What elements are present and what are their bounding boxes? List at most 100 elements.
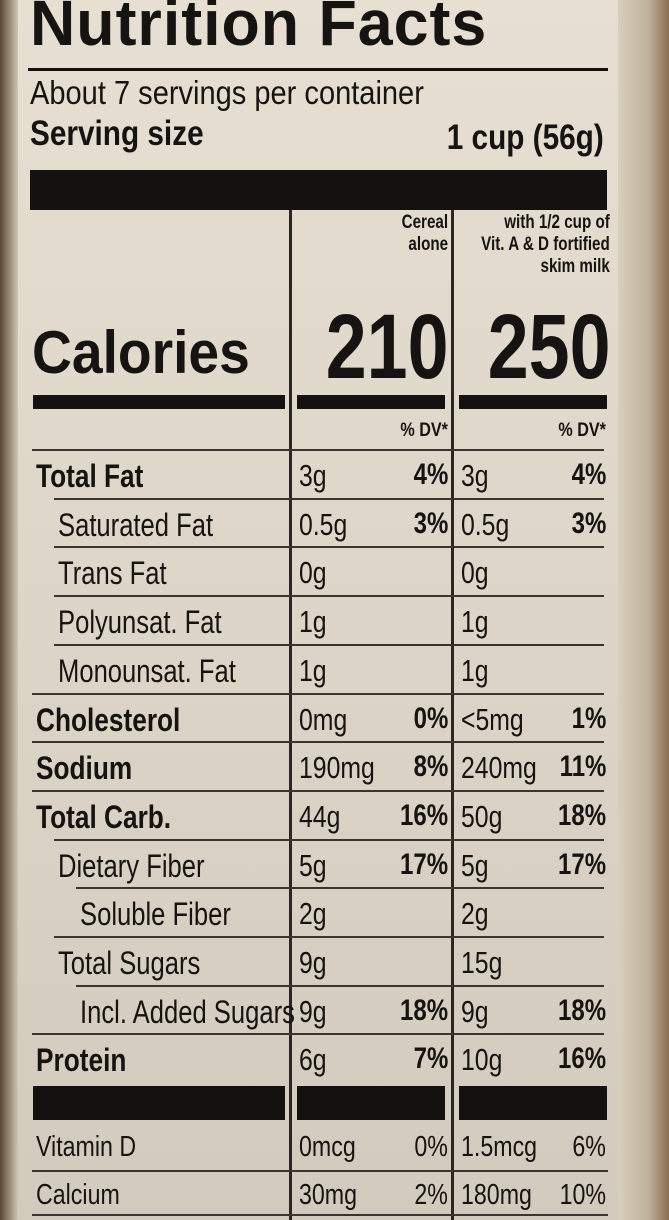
dv-cereal: 2%	[414, 1179, 448, 1211]
serving-size-value: 1 cup (56g)	[446, 118, 604, 157]
row-separator	[76, 984, 604, 987]
column-divider-2	[451, 210, 454, 1220]
dv-cereal: 7%	[413, 1042, 448, 1076]
row-separator	[32, 1033, 604, 1036]
dv-cereal: 4%	[413, 458, 448, 491]
row-separator	[32, 1170, 608, 1172]
calories-bar-milk	[459, 395, 607, 409]
nutrient-label: Soluble Fiber	[80, 896, 231, 933]
amount-milk: 0g	[461, 555, 489, 591]
calories-bar-label	[33, 395, 285, 409]
dv-milk: 16%	[557, 1042, 606, 1076]
amount-milk: 1g	[461, 652, 489, 688]
dv-milk: 18%	[557, 798, 606, 832]
amount-milk: 10g	[461, 1042, 503, 1078]
row-separator	[54, 838, 604, 841]
row-separator	[54, 936, 604, 938]
dv-cereal: 0%	[413, 701, 448, 735]
vitamin-label: Calcium	[36, 1179, 120, 1211]
amount-cereal: 44g	[299, 798, 341, 834]
amount-cereal: 1g	[299, 604, 327, 640]
panel-title: Nutrition Facts	[30, 0, 488, 59]
amount-cereal: 1g	[299, 652, 327, 688]
dv-cereal: 18%	[399, 993, 448, 1027]
dv-cereal: 17%	[399, 847, 448, 881]
package-edge-left	[0, 0, 18, 1220]
row-separator	[54, 497, 604, 500]
nutrient-row: Sodium 190mg 8% 240mg 11%	[18, 741, 618, 789]
amount-cereal: 9g	[299, 993, 327, 1029]
row-separator	[32, 741, 604, 744]
nutrient-row: Cholesterol 0mg 0% <5mg 1%	[18, 693, 618, 741]
nutrient-label: Trans Fat	[58, 555, 167, 592]
amount-cereal: 9g	[299, 945, 327, 980]
vitamin-divider-cereal	[297, 1086, 445, 1120]
row-separator	[32, 449, 604, 451]
nutrient-row: Total Carb. 44g 16% 50g 18%	[18, 790, 618, 838]
dv-milk: 6%	[572, 1131, 606, 1163]
dv-milk: 4%	[571, 458, 606, 491]
row-separator	[76, 887, 604, 890]
amount-milk: 2g	[461, 896, 489, 932]
amount-milk: 180mg	[461, 1179, 532, 1211]
amount-cereal: 30mg	[299, 1179, 358, 1211]
nutrient-row: Total Sugars 9g 15g	[18, 936, 618, 984]
dv-header-milk: % DV*	[558, 420, 606, 441]
vitamin-row: Calcium 30mg 2% 180mg 10%	[18, 1170, 618, 1218]
amount-milk: <5mg	[461, 701, 524, 737]
col-header-cereal: Cereal alone	[401, 212, 448, 255]
amount-milk: 3g	[461, 458, 489, 493]
nutrient-row: Saturated Fat 0.5g 3% 0.5g 3%	[18, 498, 618, 546]
amount-milk: 1g	[461, 604, 489, 640]
amount-milk: 50g	[461, 798, 503, 834]
nutrient-label: Saturated Fat	[58, 506, 214, 543]
calories-cereal: 210	[325, 296, 448, 398]
amount-cereal: 5g	[299, 847, 327, 883]
nutrient-label: Dietary Fiber	[58, 847, 205, 884]
col-header-milk: with 1/2 cup of Vit. A & D fortified ski…	[481, 212, 610, 277]
nutrient-row: Total Fat 3g 4% 3g 4%	[18, 449, 618, 497]
dv-cereal: 16%	[399, 798, 448, 832]
nutrient-row: Soluble Fiber 2g 2g	[18, 887, 618, 935]
nutrient-row: Polyunsat. Fat 1g 1g	[18, 595, 618, 643]
amount-cereal: 0.5g	[299, 506, 348, 542]
package-edge-right	[618, 0, 669, 1220]
dv-milk: 17%	[557, 847, 606, 881]
amount-milk: 9g	[461, 993, 489, 1029]
nutrition-facts-panel: Nutrition Facts About 7 servings per con…	[18, 0, 618, 1220]
vitamin-label: Vitamin D	[36, 1131, 137, 1163]
servings-per-container: About 7 servings per container	[30, 74, 424, 111]
row-separator	[54, 546, 604, 549]
row-separator	[54, 643, 604, 646]
amount-cereal: 3g	[299, 458, 327, 493]
amount-milk: 5g	[461, 847, 489, 883]
amount-milk: 1.5mcg	[461, 1131, 538, 1163]
amount-cereal: 2g	[299, 896, 327, 932]
nutrient-label: Incl. Added Sugars	[80, 993, 295, 1030]
nutrient-label: Polyunsat. Fat	[58, 604, 222, 641]
calories-label: Calories	[32, 319, 250, 386]
dv-header-cereal: % DV*	[400, 420, 448, 441]
serving-size-label: Serving size	[30, 114, 204, 153]
nutrient-row: Trans Fat 0g 0g	[18, 546, 618, 594]
nutrient-label: Total Fat	[36, 458, 144, 494]
vitamin-row: Vitamin D 0mcg 0% 1.5mcg 6%	[18, 1122, 618, 1170]
nutrient-label: Cholesterol	[36, 701, 181, 738]
dv-cereal: 3%	[413, 506, 448, 540]
dv-milk: 11%	[559, 750, 606, 784]
amount-milk: 240mg	[461, 750, 537, 786]
row-separator	[54, 595, 604, 598]
dv-cereal: 8%	[413, 750, 448, 784]
calories-bar-cereal	[297, 395, 445, 409]
amount-milk: 15g	[461, 945, 503, 980]
column-divider-1	[289, 210, 292, 1220]
nutrient-label: Monounsat. Fat	[58, 652, 236, 689]
nutrient-row: Protein 6g 7% 10g 16%	[18, 1033, 618, 1081]
dv-milk: 10%	[559, 1179, 606, 1211]
amount-cereal: 0g	[299, 555, 327, 591]
vitamin-divider-milk	[459, 1086, 607, 1120]
dv-cereal: 0%	[414, 1131, 448, 1163]
row-separator	[32, 1214, 608, 1216]
row-separator	[32, 692, 604, 695]
title-rule	[28, 68, 608, 71]
